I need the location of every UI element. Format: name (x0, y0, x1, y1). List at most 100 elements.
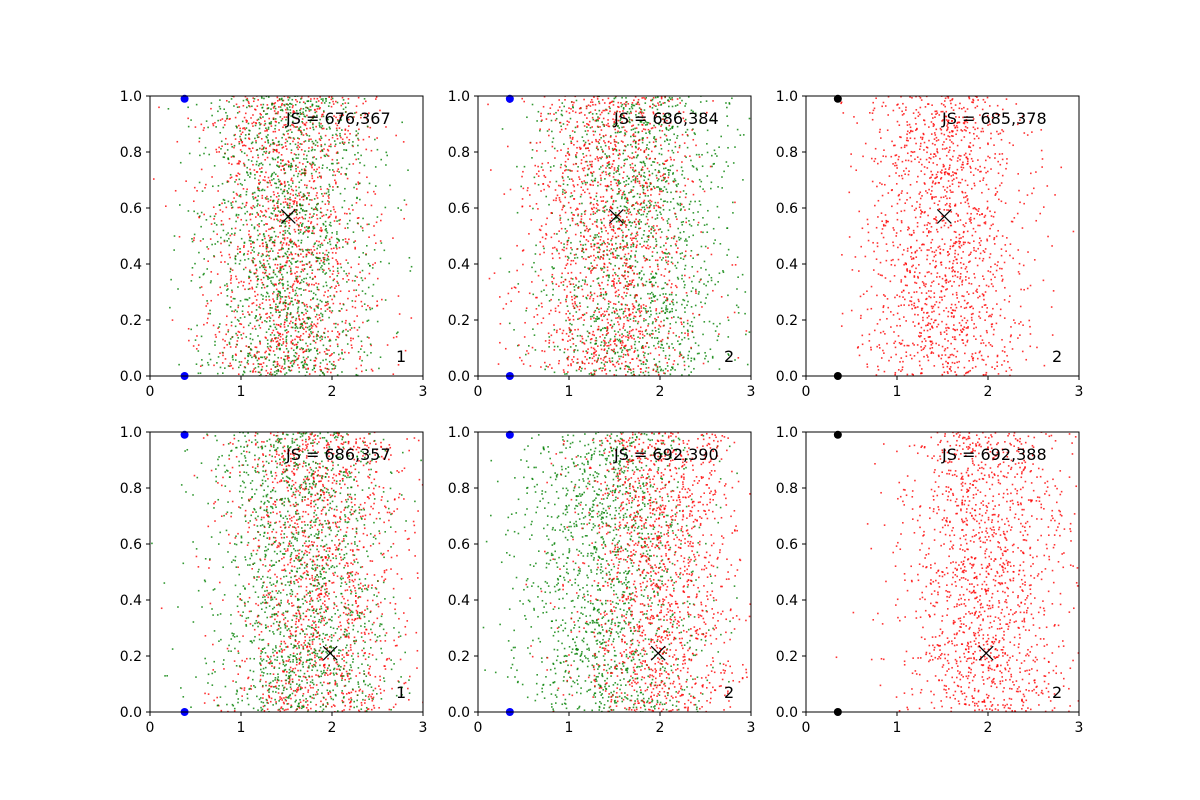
scatter-point (665, 188, 668, 191)
scatter-point (288, 260, 291, 262)
scatter-point (218, 331, 221, 333)
scatter-point (261, 264, 264, 267)
scatter-point (276, 372, 278, 375)
scatter-point (312, 115, 315, 117)
scatter-point (664, 357, 667, 360)
scatter-point (336, 233, 338, 235)
scatter-point (257, 154, 259, 156)
scatter-point (319, 139, 322, 142)
scatter-point (325, 358, 327, 361)
scatter-point (648, 297, 651, 300)
scatter-point (657, 328, 660, 330)
scatter-point (603, 140, 605, 142)
scatter-point (341, 96, 344, 99)
scatter-point (349, 329, 352, 331)
scatter-point (279, 335, 282, 338)
scatter-point (227, 365, 230, 367)
scatter-point (190, 280, 193, 282)
scatter-point (280, 169, 283, 171)
scatter-point (335, 152, 338, 154)
scatter-point (302, 366, 304, 369)
scatter-point (634, 135, 637, 138)
scatter-point (341, 352, 343, 355)
scatter-point (260, 103, 262, 106)
scatter-point (323, 192, 326, 195)
scatter-point (277, 206, 280, 209)
scatter-point (306, 273, 309, 275)
scatter-point (582, 140, 585, 142)
scatter-point (261, 107, 263, 109)
scatter-point (201, 190, 204, 192)
scatter-point (674, 349, 676, 351)
scatter-point (289, 239, 291, 242)
scatter-point (285, 329, 288, 331)
scatter-point (684, 155, 686, 157)
scatter-point (634, 177, 637, 180)
scatter-point (615, 220, 618, 223)
scatter-point (248, 282, 251, 285)
scatter-point (304, 374, 307, 376)
scatter-point (593, 243, 596, 246)
scatter-point (344, 129, 347, 131)
scatter-point (654, 96, 657, 99)
scatter-point (344, 322, 347, 324)
scatter-point (271, 314, 274, 317)
scatter-point (522, 263, 524, 266)
scatter-point (580, 180, 583, 183)
scatter-point (312, 142, 315, 145)
scatter-point (633, 284, 636, 287)
scatter-point (282, 308, 285, 311)
scatter-point (255, 286, 258, 288)
scatter-point (330, 371, 332, 374)
scatter-point (252, 363, 255, 365)
scatter-point (594, 158, 597, 160)
scatter-point (587, 229, 590, 231)
scatter-point (727, 165, 729, 167)
scatter-point (360, 225, 362, 228)
scatter-point (635, 301, 638, 303)
scatter-point (282, 222, 284, 224)
scatter-point (706, 223, 708, 226)
scatter-point (252, 114, 254, 116)
scatter-point (570, 241, 572, 244)
scatter-point (652, 321, 654, 323)
scatter-point (199, 154, 201, 157)
scatter-point (608, 243, 610, 245)
scatter-point (551, 276, 553, 278)
scatter-point (333, 208, 335, 211)
scatter-point (200, 225, 202, 228)
scatter-point (313, 323, 315, 326)
scatter-point (272, 227, 275, 230)
scatter-point (305, 186, 308, 189)
scatter-point (310, 330, 312, 333)
scatter-point (647, 210, 650, 213)
scatter-point (295, 317, 298, 320)
scatter-point (624, 196, 627, 199)
scatter-point (313, 198, 316, 200)
scatter-point (282, 213, 285, 216)
scatter-point (698, 156, 701, 158)
scatter-point (619, 189, 622, 192)
scatter-point (609, 338, 612, 340)
scatter-point (298, 315, 300, 318)
scatter-point (296, 302, 298, 304)
scatter-point (621, 344, 623, 347)
scatter-point (381, 298, 383, 301)
scatter-point (267, 134, 269, 136)
scatter-point (629, 211, 632, 214)
scatter-point (224, 284, 226, 287)
scatter-point (627, 368, 630, 371)
scatter-point (200, 211, 203, 214)
scatter-point (328, 138, 330, 141)
scatter-point (630, 372, 633, 374)
scatter-point (264, 209, 267, 212)
scatter-point (292, 120, 294, 123)
scatter-point (253, 355, 255, 358)
scatter-point (234, 138, 237, 140)
scatter-point (373, 225, 375, 227)
scatter-point (361, 279, 364, 282)
scatter-point (280, 273, 283, 276)
scatter-point (597, 255, 599, 258)
scatter-point (353, 116, 355, 118)
scatter-point (634, 294, 637, 297)
